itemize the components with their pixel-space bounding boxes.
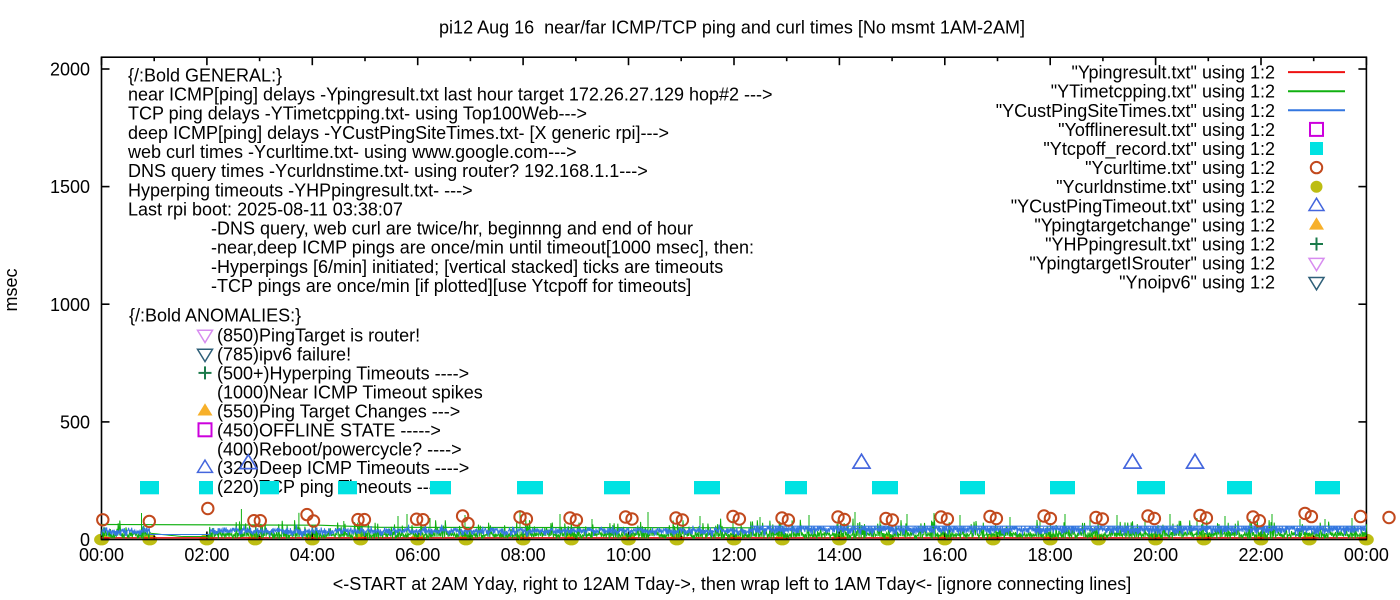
- svg-text:"YpingtargetISrouter" using 1:: "YpingtargetISrouter" using 1:2: [1029, 254, 1275, 274]
- svg-text:(450)OFFLINE STATE ----->: (450)OFFLINE STATE ----->: [217, 420, 441, 440]
- svg-text:"Ynoipv6" using 1:2: "Ynoipv6" using 1:2: [1119, 273, 1275, 293]
- svg-text:06:00: 06:00: [395, 545, 440, 565]
- svg-text:TCP ping delays -YTimetcpping.: TCP ping delays -YTimetcpping.txt- using…: [128, 104, 587, 124]
- svg-text:{/:Bold GENERAL:}: {/:Bold GENERAL:}: [128, 65, 282, 85]
- svg-text:Hyperping timeouts -YHPpingres: Hyperping timeouts -YHPpingresult.txt- -…: [128, 180, 473, 200]
- svg-text:msec: msec: [1, 268, 21, 311]
- svg-text:deep ICMP[ping] delays -YCustP: deep ICMP[ping] delays -YCustPingSiteTim…: [128, 123, 669, 143]
- svg-text:"YCustPingTimeout.txt" using 1: "YCustPingTimeout.txt" using 1:2: [1011, 196, 1275, 216]
- svg-text:2000: 2000: [50, 60, 90, 80]
- svg-text:"YTimetcpping.txt" using 1:2: "YTimetcpping.txt" using 1:2: [1051, 82, 1275, 102]
- svg-text:"Ycurltime.txt" using 1:2: "Ycurltime.txt" using 1:2: [1085, 158, 1275, 178]
- svg-text:(500+)Hyperping Timeouts ---->: (500+)Hyperping Timeouts ---->: [217, 363, 469, 383]
- svg-text:(400)Reboot/powercycle? ---->: (400)Reboot/powercycle? ---->: [217, 439, 462, 459]
- svg-text:00:00: 00:00: [1344, 545, 1389, 565]
- svg-text:web curl times -Ycurltime.txt-: web curl times -Ycurltime.txt- using www…: [127, 142, 577, 162]
- svg-text:04:00: 04:00: [290, 545, 335, 565]
- svg-text:"Ytcpoff_record.txt" using 1:2: "Ytcpoff_record.txt" using 1:2: [1043, 139, 1275, 160]
- svg-text:"Ypingtargetchange" using 1:2: "Ypingtargetchange" using 1:2: [1034, 215, 1275, 235]
- svg-text:"YHPpingresult.txt" using 1:2: "YHPpingresult.txt" using 1:2: [1045, 235, 1275, 255]
- svg-text:22:00: 22:00: [1238, 545, 1283, 565]
- svg-text:18:00: 18:00: [1028, 545, 1073, 565]
- svg-text:"Yofflineresult.txt" using 1:2: "Yofflineresult.txt" using 1:2: [1058, 120, 1275, 140]
- svg-text:0: 0: [80, 530, 90, 550]
- svg-text:10:00: 10:00: [606, 545, 651, 565]
- svg-text:"Ypingresult.txt" using 1:2: "Ypingresult.txt" using 1:2: [1071, 63, 1275, 83]
- svg-text:pi12 Aug 16 near/far ICMP/TCP: pi12 Aug 16 near/far ICMP/TCP ping and c…: [439, 18, 1025, 38]
- svg-text:08:00: 08:00: [501, 545, 546, 565]
- svg-text:(785)ipv6 failure!: (785)ipv6 failure!: [217, 344, 351, 364]
- svg-text:<-START at 2AM Yday, right to: <-START at 2AM Yday, right to 12AM Tday-…: [333, 574, 1132, 594]
- svg-text:Last rpi boot: 2025-08-11 03:3: Last rpi boot: 2025-08-11 03:38:07: [128, 199, 403, 219]
- svg-text:(220)TCP ping Timeouts --->: (220)TCP ping Timeouts --->: [217, 477, 445, 497]
- svg-text:1000: 1000: [50, 295, 90, 315]
- svg-text:near ICMP[ping] delays -Ypingr: near ICMP[ping] delays -Ypingresult.txt …: [128, 84, 773, 104]
- svg-text:16:00: 16:00: [922, 545, 967, 565]
- svg-text:02:00: 02:00: [184, 545, 229, 565]
- svg-text:14:00: 14:00: [817, 545, 862, 565]
- svg-text:-Hyperpings [6/min] initiated;: -Hyperpings [6/min] initiated; [vertical…: [211, 257, 723, 277]
- svg-text:00:00: 00:00: [79, 545, 124, 565]
- svg-text:(850)PingTarget is router!: (850)PingTarget is router!: [217, 326, 420, 346]
- svg-text:{/:Bold ANOMALIES:}: {/:Bold ANOMALIES:}: [129, 306, 301, 326]
- svg-text:(1000)Near ICMP Timeout spikes: (1000)Near ICMP Timeout spikes: [217, 382, 483, 402]
- svg-text:-TCP pings are once/min [if pl: -TCP pings are once/min [if plotted][use…: [211, 276, 691, 296]
- svg-text:"Ycurldnstime.txt" using 1:2: "Ycurldnstime.txt" using 1:2: [1056, 177, 1275, 197]
- svg-text:(550)Ping Target Changes --->: (550)Ping Target Changes --->: [217, 401, 460, 421]
- svg-text:(320)Deep ICMP Timeouts ---->: (320)Deep ICMP Timeouts ---->: [217, 458, 469, 478]
- svg-text:1500: 1500: [50, 177, 90, 197]
- svg-text:500: 500: [60, 412, 90, 432]
- svg-text:20:00: 20:00: [1133, 545, 1178, 565]
- svg-text:"YCustPingSiteTimes.txt" using: "YCustPingSiteTimes.txt" using 1:2: [996, 101, 1275, 121]
- svg-text:-DNS query, web curl are twice: -DNS query, web curl are twice/hr, begin…: [211, 219, 693, 239]
- svg-text:12:00: 12:00: [711, 545, 756, 565]
- svg-text:-near,deep ICMP pings are once: -near,deep ICMP pings are once/min until…: [211, 238, 754, 258]
- svg-text:DNS query times -Ycurldnstime.: DNS query times -Ycurldnstime.txt- using…: [128, 161, 648, 181]
